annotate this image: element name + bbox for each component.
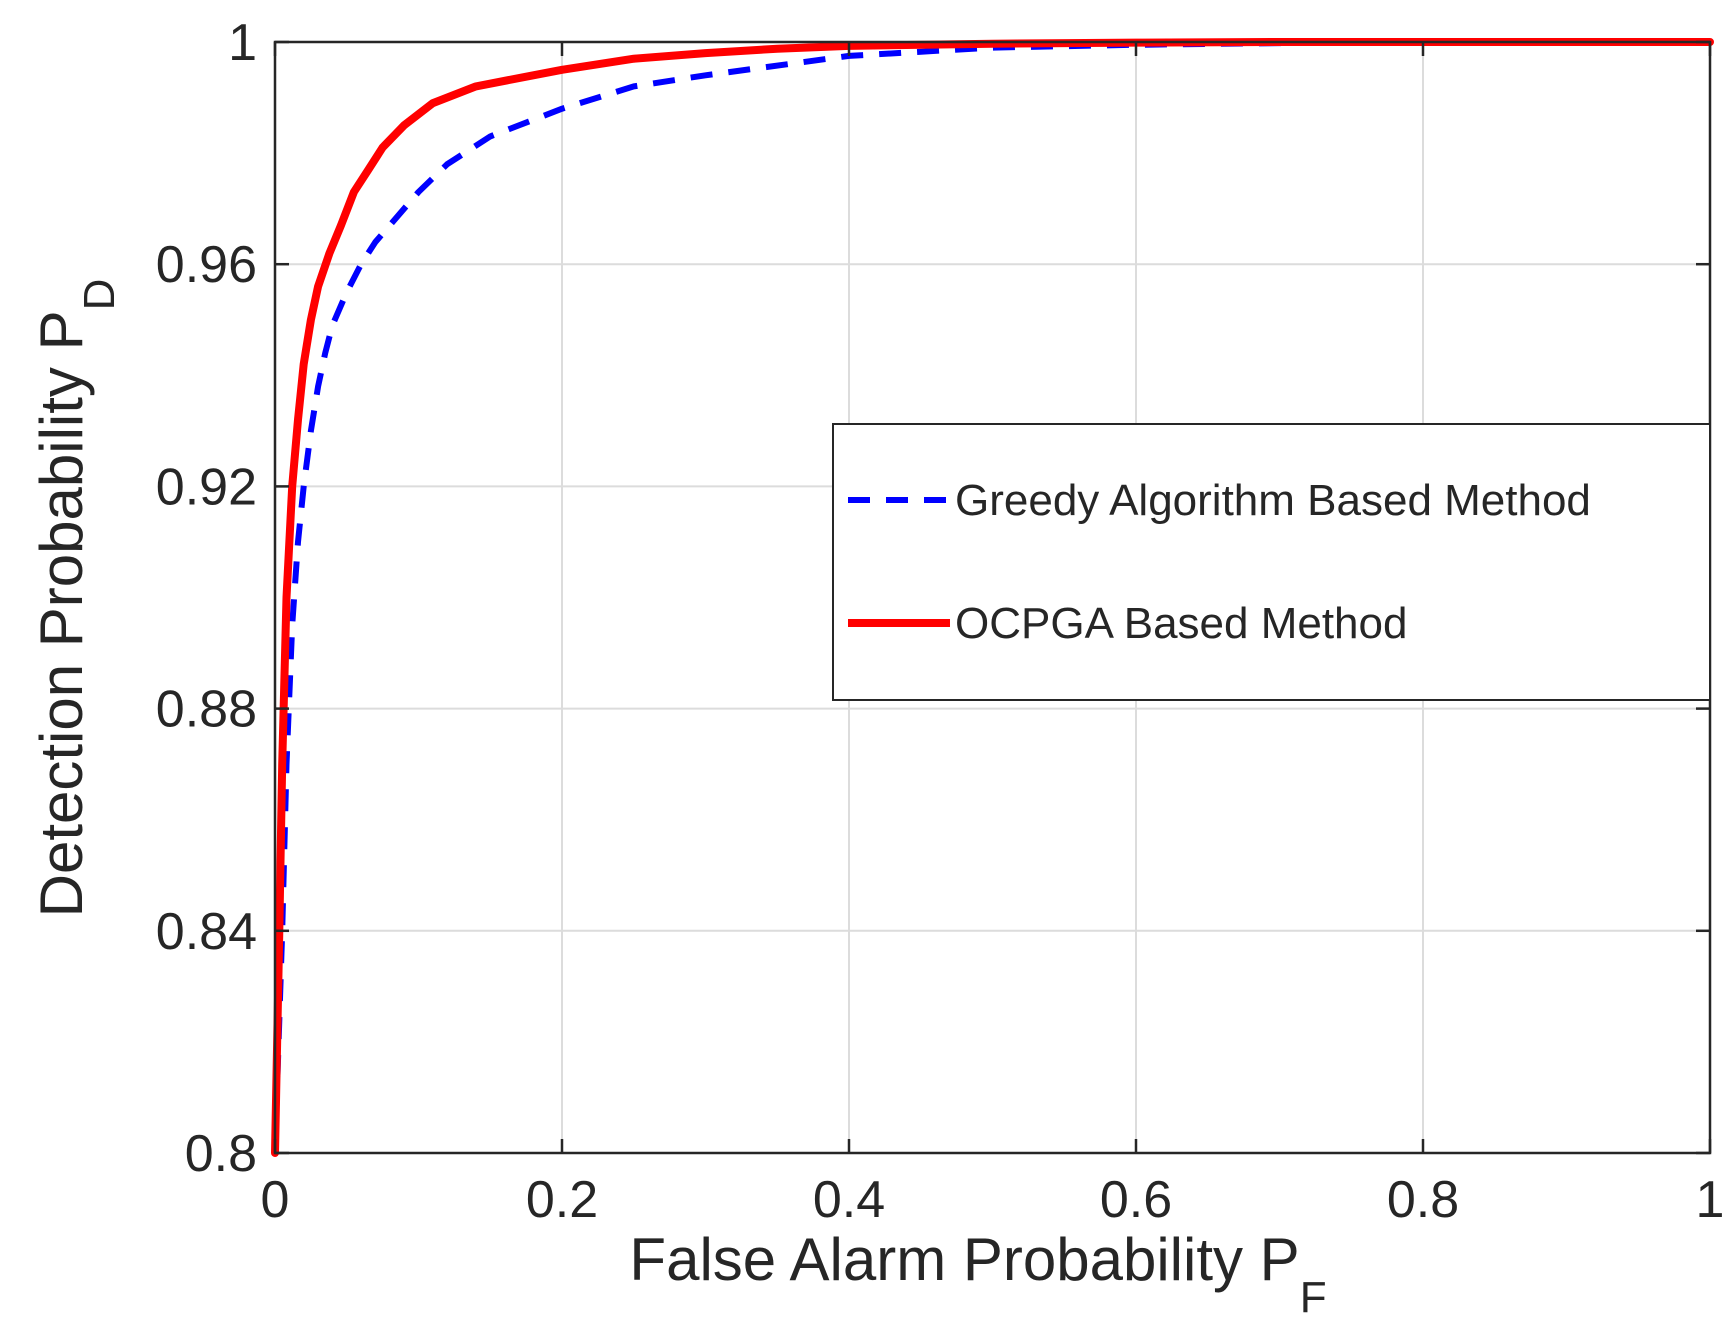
y-tick-label: 0.96 xyxy=(156,236,257,294)
y-axis-label-subscript: D xyxy=(75,279,124,311)
x-tick-label: 0 xyxy=(261,1171,290,1229)
x-axis-label-main: False Alarm Probability P xyxy=(629,1226,1299,1293)
y-tick-label: 0.8 xyxy=(185,1125,257,1183)
y-axis-label-main: Detection Probability P xyxy=(28,310,95,917)
tick-marks xyxy=(273,40,1712,1155)
legend-label-greedy: Greedy Algorithm Based Method xyxy=(955,476,1591,525)
legend-label-ocpga: OCPGA Based Method xyxy=(955,599,1407,648)
x-tick-label: 1 xyxy=(1696,1171,1725,1229)
series-layer xyxy=(271,38,1714,1157)
x-axis-label-subscript: F xyxy=(1300,1273,1327,1322)
legend-box xyxy=(832,423,1711,701)
x-axis-label: False Alarm Probability PF xyxy=(629,1226,1326,1322)
y-tick-label: 0.88 xyxy=(156,681,257,739)
y-tick-label: 0.84 xyxy=(156,903,257,961)
x-tick-labels: 0 0.2 0.4 0.6 0.8 1 xyxy=(261,1171,1725,1229)
x-tick-label: 0.2 xyxy=(526,1171,598,1229)
y-tick-label: 0.92 xyxy=(156,458,257,516)
x-tick-label: 0.8 xyxy=(1387,1171,1459,1229)
series-line-ocpga xyxy=(271,38,1714,1157)
y-axis-label: Detection Probability PD xyxy=(28,279,124,918)
y-tick-label: 1 xyxy=(228,14,257,72)
legend: Greedy Algorithm Based Method OCPGA Base… xyxy=(832,423,1711,701)
x-tick-label: 0.4 xyxy=(813,1171,885,1229)
y-tick-labels: 0.8 0.84 0.88 0.92 0.96 1 xyxy=(156,14,257,1183)
x-tick-label: 0.6 xyxy=(1100,1171,1172,1229)
